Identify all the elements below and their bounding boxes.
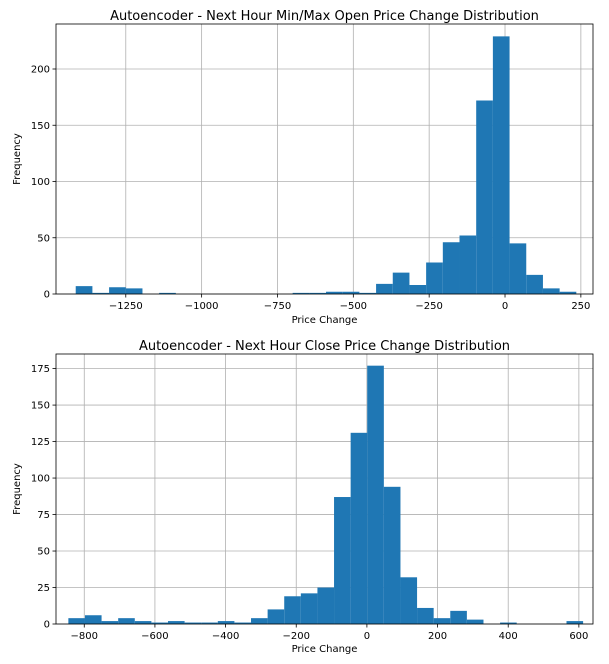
x-tick-label: 400 (499, 631, 518, 642)
histogram-bar (101, 621, 119, 624)
x-tick-label: −1000 (185, 301, 219, 312)
histogram-bar (68, 618, 85, 624)
y-tick-label: 0 (44, 620, 50, 631)
histogram-bar (342, 291, 360, 294)
histogram-bar (292, 292, 310, 294)
histogram-bar (317, 587, 335, 624)
histogram-bar (109, 287, 126, 294)
y-tick-label: 100 (31, 177, 50, 188)
histogram-bar (367, 365, 384, 624)
histogram-bar (500, 622, 517, 624)
x-tick-label: −400 (212, 631, 239, 642)
x-tick-label: 0 (364, 631, 370, 642)
x-tick-label: 200 (428, 631, 447, 642)
x-tick-label: −600 (141, 631, 168, 642)
x-axis-label: Price Change (292, 315, 358, 326)
histogram-bar (159, 292, 176, 294)
histogram-bar (426, 262, 443, 294)
chart-title: Autoencoder - Next Hour Close Price Chan… (139, 339, 510, 354)
histogram-bar (466, 619, 484, 624)
histogram-bar (350, 432, 368, 624)
histogram-bar (459, 235, 477, 294)
y-tick-label: 100 (31, 474, 50, 485)
histogram-bar (392, 272, 410, 294)
plot-frame (55, 353, 594, 625)
x-tick-label: 250 (571, 301, 590, 312)
x-tick-label: −800 (71, 631, 98, 642)
histogram-bar (417, 607, 434, 624)
x-tick-label: −200 (283, 631, 310, 642)
histogram-bar (409, 285, 427, 294)
histogram-bar (184, 622, 202, 624)
y-tick-label: 175 (31, 364, 50, 375)
histogram-bar (118, 618, 135, 624)
histogram-bar (359, 292, 377, 294)
histogram-bar (251, 618, 268, 624)
histogram-bar (134, 621, 152, 624)
histogram-bar (334, 497, 351, 624)
histogram-bar (433, 618, 451, 624)
y-tick-label: 200 (31, 65, 50, 76)
histogram-bar (151, 622, 168, 624)
histogram-bar (234, 622, 252, 624)
histogram-bar (125, 288, 143, 294)
y-tick-label: 0 (44, 290, 50, 301)
histogram-bar (450, 610, 467, 624)
y-axis-label: Frequency (12, 463, 23, 515)
histogram-bar (559, 291, 577, 294)
x-tick-label: 0 (502, 301, 508, 312)
x-tick-label: −1250 (109, 301, 143, 312)
x-tick-label: −500 (340, 301, 367, 312)
histogram-bar (476, 100, 493, 294)
histogram-bar (383, 486, 401, 624)
plot-frame (55, 23, 594, 295)
histogram-bar (167, 621, 185, 624)
histogram-bar (526, 274, 543, 294)
y-tick-label: 25 (37, 583, 50, 594)
chart-title: Autoencoder - Next Hour Min/Max Open Pri… (110, 9, 539, 24)
histogram-bar (217, 621, 235, 624)
histogram-bar (542, 288, 560, 294)
chart-panel-close-price-change: −800 −600 −400 −200 0 200 400 600 0 25 50 75 100 125 1… (12, 339, 594, 655)
x-axis-label: Price Change (292, 644, 358, 655)
x-tick-label: −750 (264, 301, 291, 312)
histogram-bar (300, 593, 318, 624)
y-tick-label: 125 (31, 437, 50, 448)
histogram-bar (201, 622, 218, 624)
histogram-bar (492, 36, 510, 294)
histogram-bar (92, 292, 110, 294)
chart-panel-open-price-change: −1250 −1000 −750 −500 −250 0 250 0 50 100 150 200 Au… (12, 9, 594, 326)
histogram-bar (267, 609, 285, 624)
histogram-bar (442, 242, 460, 294)
histogram-bar (566, 621, 584, 624)
y-axis-label: Frequency (12, 133, 23, 185)
y-tick-label: 75 (37, 510, 50, 521)
histogram-bar (376, 283, 393, 294)
histogram-bar (509, 243, 527, 294)
histogram-bar (326, 291, 343, 294)
x-tick-label: −250 (415, 301, 442, 312)
y-tick-label: 50 (37, 547, 50, 558)
histogram-bar (84, 615, 102, 624)
histogram-bar (309, 292, 327, 294)
y-tick-label: 150 (31, 121, 50, 132)
y-tick-label: 50 (37, 233, 50, 244)
histogram-bar (75, 286, 93, 294)
y-tick-label: 150 (31, 401, 50, 412)
x-tick-label: 600 (569, 631, 588, 642)
histogram-bar (284, 596, 301, 624)
histogram-bar (400, 577, 418, 624)
